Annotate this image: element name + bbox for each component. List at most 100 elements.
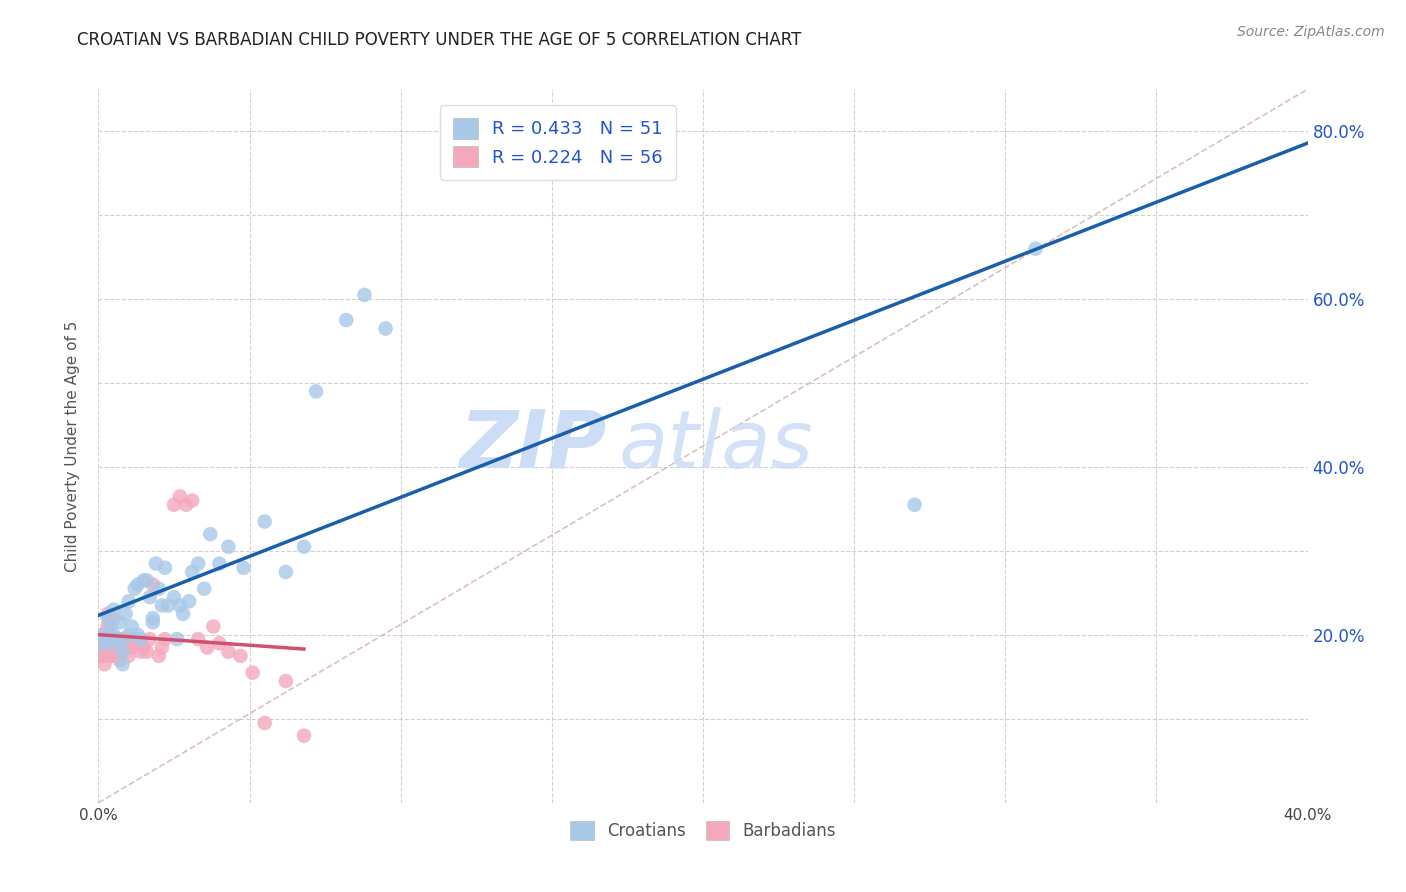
Point: [169, 489, 191, 503]
Point: [132, 640, 155, 655]
Point: [253, 515, 276, 529]
Point: [139, 590, 162, 604]
Point: [96, 632, 118, 646]
Point: [108, 615, 131, 630]
Point: [242, 665, 264, 680]
Point: [105, 648, 128, 663]
Point: [174, 498, 197, 512]
Point: [292, 729, 315, 743]
Point: [124, 632, 146, 646]
Point: [187, 557, 209, 571]
Point: [181, 493, 204, 508]
Point: [111, 645, 134, 659]
Point: [129, 645, 152, 659]
Point: [93, 657, 115, 672]
Point: [90, 648, 112, 663]
Point: [187, 632, 209, 646]
Point: [93, 640, 115, 655]
Point: [153, 632, 176, 646]
Point: [127, 628, 149, 642]
Point: [374, 321, 396, 335]
Point: [93, 648, 115, 663]
Point: [93, 645, 115, 659]
Point: [93, 628, 115, 642]
Point: [142, 615, 165, 630]
Point: [90, 636, 112, 650]
Y-axis label: Child Poverty Under the Age of 5: Child Poverty Under the Age of 5: [65, 320, 80, 572]
Point: [904, 498, 927, 512]
Point: [335, 313, 357, 327]
Point: [100, 636, 122, 650]
Point: [129, 632, 152, 646]
Point: [193, 582, 215, 596]
Point: [114, 640, 136, 655]
Point: [111, 632, 134, 646]
Point: [132, 574, 155, 588]
Point: [217, 645, 239, 659]
Point: [139, 632, 162, 646]
Point: [111, 645, 134, 659]
Point: [90, 640, 112, 655]
Point: [150, 599, 173, 613]
Point: [96, 607, 118, 621]
Point: [217, 540, 239, 554]
Point: [163, 498, 186, 512]
Point: [135, 645, 157, 659]
Point: [124, 582, 146, 596]
Text: atlas: atlas: [619, 407, 813, 485]
Point: [195, 640, 218, 655]
Point: [100, 648, 122, 663]
Point: [118, 628, 141, 642]
Point: [142, 611, 165, 625]
Point: [108, 636, 131, 650]
Legend: Croatians, Barbadians: Croatians, Barbadians: [558, 809, 848, 852]
Point: [150, 640, 173, 655]
Point: [111, 657, 134, 672]
Point: [353, 288, 375, 302]
Point: [127, 636, 149, 650]
Point: [90, 636, 112, 650]
Text: ZIP: ZIP: [458, 407, 606, 485]
Point: [103, 611, 125, 625]
Point: [274, 674, 297, 689]
Text: CROATIAN VS BARBADIAN CHILD POVERTY UNDER THE AGE OF 5 CORRELATION CHART: CROATIAN VS BARBADIAN CHILD POVERTY UNDE…: [77, 31, 801, 49]
Point: [121, 640, 143, 655]
Point: [172, 607, 194, 621]
Point: [105, 632, 128, 646]
Point: [127, 577, 149, 591]
Point: [200, 527, 222, 541]
Point: [108, 653, 131, 667]
Point: [148, 582, 170, 596]
Point: [103, 632, 125, 646]
Point: [103, 628, 125, 642]
Point: [87, 648, 110, 663]
Point: [163, 590, 186, 604]
Point: [105, 645, 128, 659]
Point: [96, 611, 118, 625]
Point: [1024, 242, 1046, 256]
Point: [148, 648, 170, 663]
Point: [166, 632, 188, 646]
Point: [87, 636, 110, 650]
Point: [292, 540, 315, 554]
Point: [208, 557, 231, 571]
Point: [274, 565, 297, 579]
Point: [121, 619, 143, 633]
Text: Source: ZipAtlas.com: Source: ZipAtlas.com: [1237, 25, 1385, 39]
Point: [103, 632, 125, 646]
Point: [100, 648, 122, 663]
Point: [142, 577, 165, 591]
Point: [153, 560, 176, 574]
Point: [156, 599, 179, 613]
Point: [108, 632, 131, 646]
Point: [208, 636, 231, 650]
Point: [118, 648, 141, 663]
Point: [100, 619, 122, 633]
Point: [108, 636, 131, 650]
Point: [232, 560, 254, 574]
Point: [135, 574, 157, 588]
Point: [96, 619, 118, 633]
Point: [305, 384, 328, 399]
Point: [118, 640, 141, 655]
Point: [253, 716, 276, 731]
